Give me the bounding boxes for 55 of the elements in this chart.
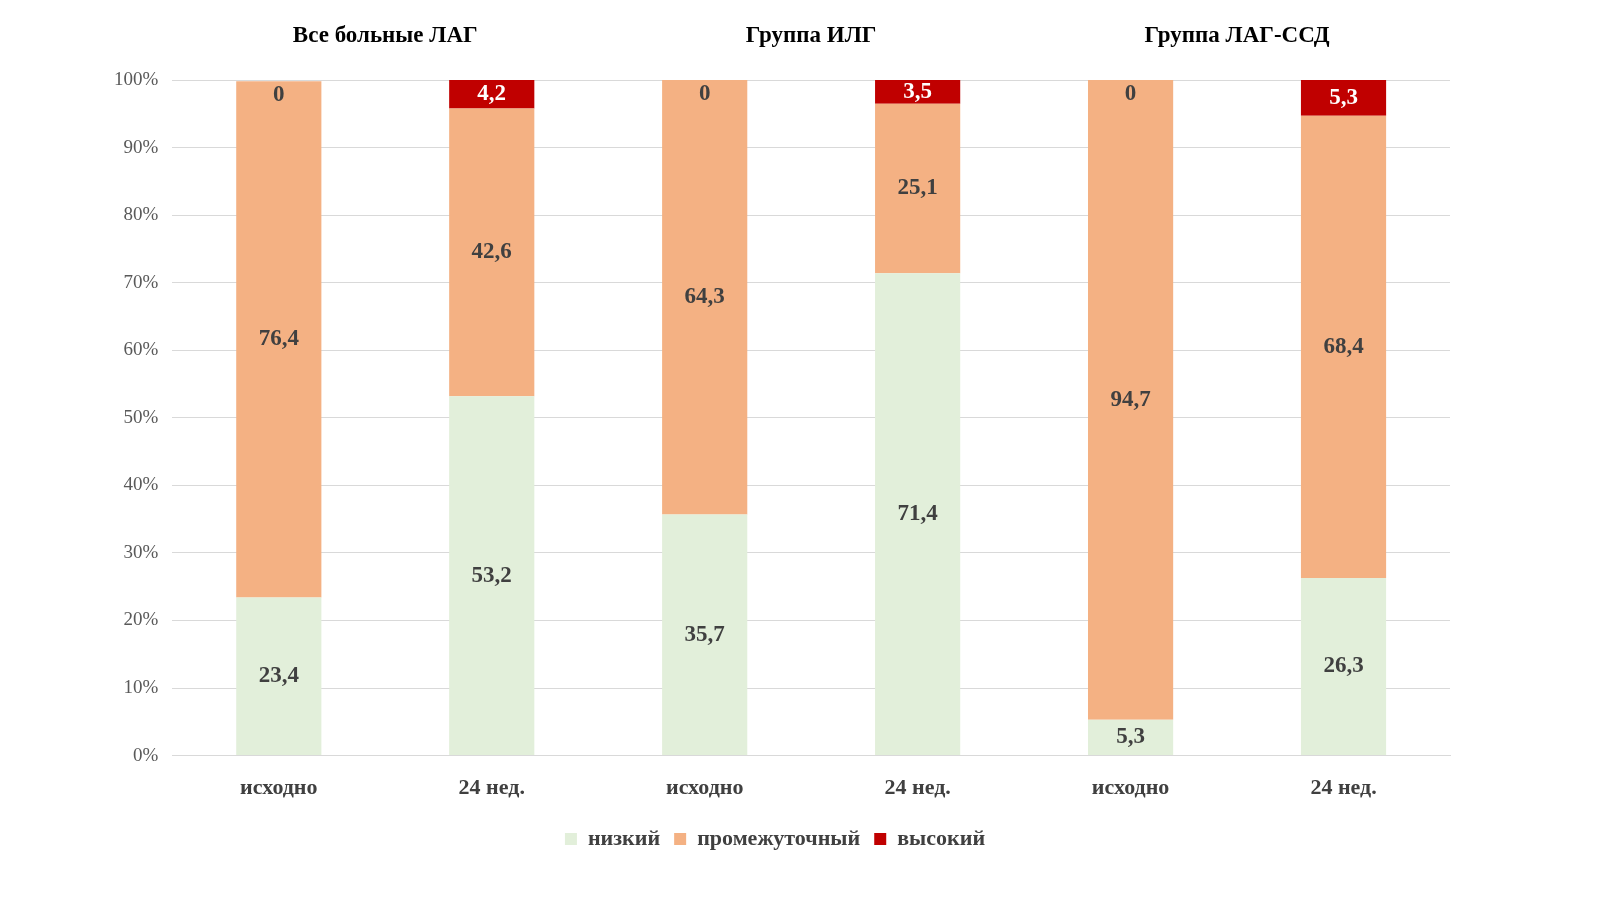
data-label: 68,4 xyxy=(1323,332,1365,358)
bar xyxy=(449,396,535,756)
bar xyxy=(236,597,322,756)
data-label: 0 xyxy=(1124,79,1137,105)
y-tick-label: 80% xyxy=(123,203,159,225)
text: Группа ЛАГ-ССД xyxy=(1144,21,1330,47)
y-tick-label: 10% xyxy=(123,676,159,698)
x-tick-label: 24 нед. xyxy=(458,774,525,800)
data-label: 64,3 xyxy=(684,283,725,309)
y-tick-label: 90% xyxy=(123,135,159,157)
y-tick-label: 70% xyxy=(123,270,159,292)
data-label: 71,4 xyxy=(897,500,939,526)
data-label: 94,7 xyxy=(1110,385,1151,411)
y-tick-label: 0% xyxy=(133,743,159,765)
bar xyxy=(1300,115,1387,578)
text: Группа ИЛГ xyxy=(745,21,877,47)
x-tick-label: исходно xyxy=(665,774,744,800)
data-label: 26,3 xyxy=(1323,652,1364,678)
y-tick-label: 20% xyxy=(123,608,159,630)
data-label: 5,3 xyxy=(1116,723,1145,749)
y-tick-label: 60% xyxy=(123,338,159,360)
legend-label: промежуточный xyxy=(697,824,861,850)
x-tick-label: 24 нед. xyxy=(884,774,951,800)
data-label: 0 xyxy=(698,79,711,105)
y-tick-label: 30% xyxy=(123,540,159,562)
data-label: 3,5 xyxy=(903,77,933,103)
y-tick-label: 40% xyxy=(123,473,159,495)
bar xyxy=(875,80,961,104)
data-label: 25,1 xyxy=(897,174,938,200)
bar xyxy=(1300,80,1387,116)
data-label: 4,2 xyxy=(477,80,507,106)
data-label: 76,4 xyxy=(258,325,300,351)
bar xyxy=(1087,719,1174,756)
y-tick-label: 50% xyxy=(123,405,159,427)
bar xyxy=(1087,80,1174,720)
x-tick-label: исходно xyxy=(240,774,318,800)
bar xyxy=(236,81,322,598)
bar xyxy=(875,273,961,756)
data-label: 42,6 xyxy=(471,238,512,264)
data-label: 5,3 xyxy=(1329,83,1358,109)
legend-label: высокий xyxy=(897,824,986,850)
x-tick-label: исходно xyxy=(1091,774,1170,800)
bar xyxy=(662,514,748,756)
bar xyxy=(875,103,961,274)
data-label: 23,4 xyxy=(258,662,300,688)
bar xyxy=(1300,577,1387,756)
bar xyxy=(449,108,535,397)
y-tick-label: 100% xyxy=(114,67,159,89)
bar xyxy=(662,80,748,515)
x-tick-label: 24 нед. xyxy=(1310,774,1377,800)
data-label: 0 xyxy=(273,81,285,107)
text: Все больные ЛАГ xyxy=(292,21,478,47)
data-label: 35,7 xyxy=(684,620,725,646)
data-label: 53,2 xyxy=(471,561,512,587)
legend-label: низкий xyxy=(587,824,661,850)
